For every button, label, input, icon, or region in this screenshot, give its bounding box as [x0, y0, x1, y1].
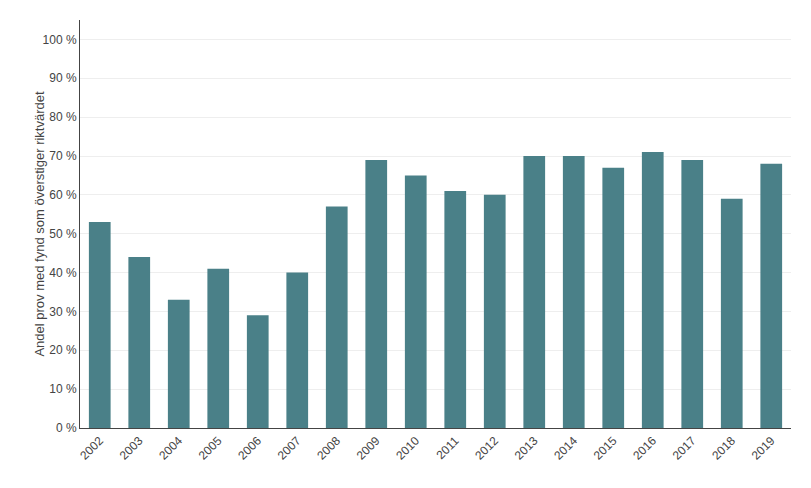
svg-text:60 %: 60 % — [49, 188, 77, 202]
svg-text:2015: 2015 — [591, 434, 620, 463]
svg-text:2002: 2002 — [77, 434, 106, 463]
svg-text:50 %: 50 % — [49, 227, 77, 241]
svg-text:2018: 2018 — [709, 434, 738, 463]
svg-text:2012: 2012 — [472, 434, 501, 463]
svg-text:2005: 2005 — [196, 434, 225, 463]
svg-text:90 %: 90 % — [49, 71, 77, 85]
svg-text:2003: 2003 — [117, 434, 146, 463]
svg-text:30 %: 30 % — [49, 305, 77, 319]
svg-text:2008: 2008 — [314, 434, 343, 463]
svg-text:2013: 2013 — [512, 434, 541, 463]
svg-text:2004: 2004 — [156, 434, 185, 463]
svg-text:2011: 2011 — [433, 434, 461, 462]
svg-text:2006: 2006 — [235, 434, 264, 463]
svg-text:80 %: 80 % — [49, 110, 77, 124]
svg-text:70 %: 70 % — [49, 149, 77, 163]
svg-text:2014: 2014 — [551, 434, 580, 463]
svg-text:2009: 2009 — [354, 434, 383, 463]
svg-text:10 %: 10 % — [49, 382, 77, 396]
svg-text:2010: 2010 — [393, 434, 422, 463]
svg-text:2016: 2016 — [630, 434, 659, 463]
svg-text:2017: 2017 — [670, 434, 699, 463]
svg-text:2019: 2019 — [749, 434, 778, 463]
svg-text:20 %: 20 % — [49, 343, 77, 357]
svg-text:40 %: 40 % — [49, 266, 77, 280]
svg-text:Andel prov med fynd som överst: Andel prov med fynd som överstiger riktv… — [32, 91, 47, 357]
svg-text:2007: 2007 — [275, 434, 304, 463]
svg-text:100 %: 100 % — [43, 33, 77, 47]
svg-text:0 %: 0 % — [56, 421, 77, 435]
